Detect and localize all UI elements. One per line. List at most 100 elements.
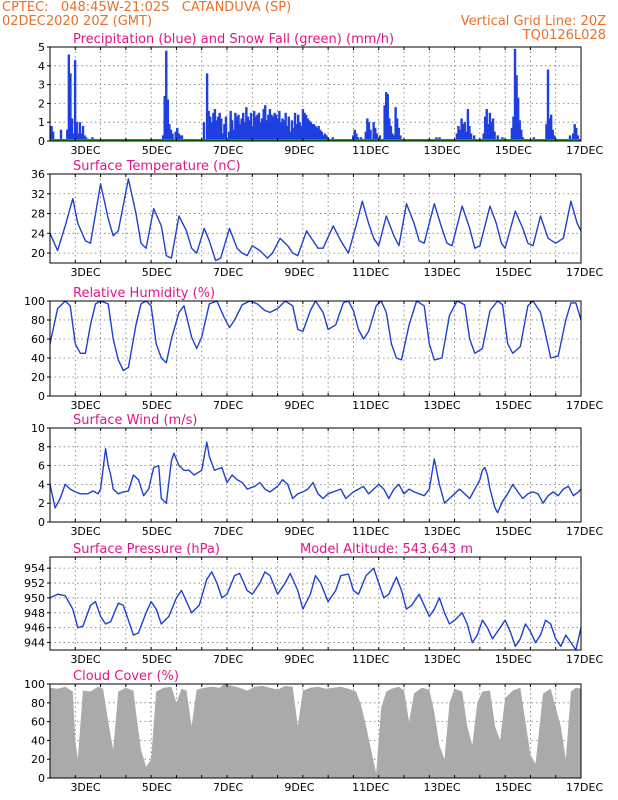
precip-bar xyxy=(275,114,278,141)
precip-bar xyxy=(320,131,323,141)
precip-bar xyxy=(51,131,55,141)
precip-bar xyxy=(516,97,520,141)
precip-bar xyxy=(248,120,251,141)
precip-bar xyxy=(292,127,295,141)
x-tick-label: 13DEC xyxy=(423,653,460,666)
x-tick-label: 13DEC xyxy=(423,525,460,538)
plot-frame xyxy=(49,173,582,264)
panel-title: Cloud Cover (%) xyxy=(73,669,179,684)
precip-bar xyxy=(315,127,319,141)
precip-bar xyxy=(472,135,476,141)
precip-bar xyxy=(466,109,470,141)
x-tick-label: 3DEC xyxy=(70,144,100,157)
precip-bar xyxy=(394,107,397,141)
series-line xyxy=(49,567,582,651)
x-tick-label: 7DEC xyxy=(213,781,243,794)
precip-bar xyxy=(496,135,499,141)
x-tick-label: 11DEC xyxy=(352,144,389,157)
precip-bar xyxy=(240,118,243,141)
y-tick-label: 40 xyxy=(31,352,45,365)
precip-bar xyxy=(174,131,177,141)
precip-bar xyxy=(295,124,298,141)
precip-bar xyxy=(458,129,462,141)
y-tick-label: 5 xyxy=(38,41,45,54)
precip-bar xyxy=(177,133,181,141)
humidity-panel: Relative Humidity (%) 0 20 40 60 80 100 3DEC 5DE… xyxy=(24,286,603,412)
precip-bar xyxy=(487,124,490,141)
precip-bar xyxy=(73,60,77,141)
precip-bar xyxy=(384,92,388,141)
precip-bar xyxy=(279,122,283,141)
x-tick-label: 3DEC xyxy=(70,525,100,538)
precip-bar xyxy=(463,122,466,141)
x-tick-label: 17DEC xyxy=(566,266,603,279)
precip-bar xyxy=(488,112,492,141)
precip-bar xyxy=(568,135,572,141)
precip-bar xyxy=(510,127,514,141)
precip-bar xyxy=(50,125,53,141)
precip-bar xyxy=(267,114,270,141)
y-tick-label: 1 xyxy=(38,116,45,129)
precip-bar xyxy=(297,114,300,141)
precip-bar xyxy=(205,73,209,141)
precip-bar xyxy=(284,112,287,141)
precip-bar xyxy=(229,110,232,141)
x-tick-label: 17DEC xyxy=(566,525,603,538)
series-line xyxy=(49,178,582,262)
precip-bar xyxy=(306,118,309,141)
x-tick-label: 5DEC xyxy=(142,525,172,538)
precip-bar xyxy=(375,133,378,141)
precip-bar xyxy=(366,118,369,141)
precip-bar xyxy=(304,114,308,141)
series-line xyxy=(49,300,582,372)
precip-bar xyxy=(83,135,86,141)
precip-bar xyxy=(460,118,463,141)
precip-bar xyxy=(386,94,389,141)
plot-frame xyxy=(49,683,582,779)
precip-bar xyxy=(553,135,556,141)
x-tick-label: 15DEC xyxy=(495,653,532,666)
precip-bar xyxy=(270,114,273,141)
plot-frame xyxy=(49,46,582,142)
precip-bar xyxy=(298,122,301,141)
y-tick-label: 24 xyxy=(31,227,45,240)
x-tick-label: 5DEC xyxy=(142,781,172,794)
precip-bar xyxy=(264,105,267,141)
precip-bar xyxy=(259,122,262,141)
y-tick-label: 946 xyxy=(24,622,45,635)
precip-bar xyxy=(202,122,206,141)
x-tick-label: 5DEC xyxy=(142,266,172,279)
y-tick-label: 36 xyxy=(31,168,45,181)
precip-bar xyxy=(323,133,327,141)
y-tick-label: 10 xyxy=(31,422,45,435)
precip-bar xyxy=(276,118,279,141)
precip-bar xyxy=(312,124,316,141)
precip-bar xyxy=(253,110,256,141)
pressure-panel: Surface Pressure (hPa) Model Altitude: 54… xyxy=(24,542,603,666)
y-tick-label: 0 xyxy=(38,516,45,529)
precip-bar xyxy=(355,133,358,141)
precip-bar xyxy=(493,131,496,141)
precip-bar xyxy=(213,109,217,141)
precip-bar xyxy=(317,125,320,141)
panel-title: Surface Pressure (hPa) xyxy=(73,542,220,557)
x-tick-label: 11DEC xyxy=(352,399,389,412)
x-tick-label: 17DEC xyxy=(566,399,603,412)
precip-bar xyxy=(465,131,468,141)
precip-bar xyxy=(575,127,578,141)
precip-bar xyxy=(311,124,314,141)
x-tick-label: 13DEC xyxy=(423,144,460,157)
x-tick-label: 9DEC xyxy=(284,399,314,412)
precip-bar xyxy=(282,120,286,141)
x-tick-label: 9DEC xyxy=(284,266,314,279)
y-tick-label: 40 xyxy=(31,734,45,747)
precip-bar xyxy=(399,135,402,141)
panel-title: Surface Temperature (nC) xyxy=(73,159,241,174)
precip-bar xyxy=(171,133,174,141)
precip-bar xyxy=(293,112,297,141)
x-tick-label: 15DEC xyxy=(495,399,532,412)
header-grid-note: Vertical Grid Line: 20Z xyxy=(460,14,606,29)
precip-bar xyxy=(364,131,367,141)
precip-bar xyxy=(546,69,550,141)
precip-bar xyxy=(237,114,240,141)
